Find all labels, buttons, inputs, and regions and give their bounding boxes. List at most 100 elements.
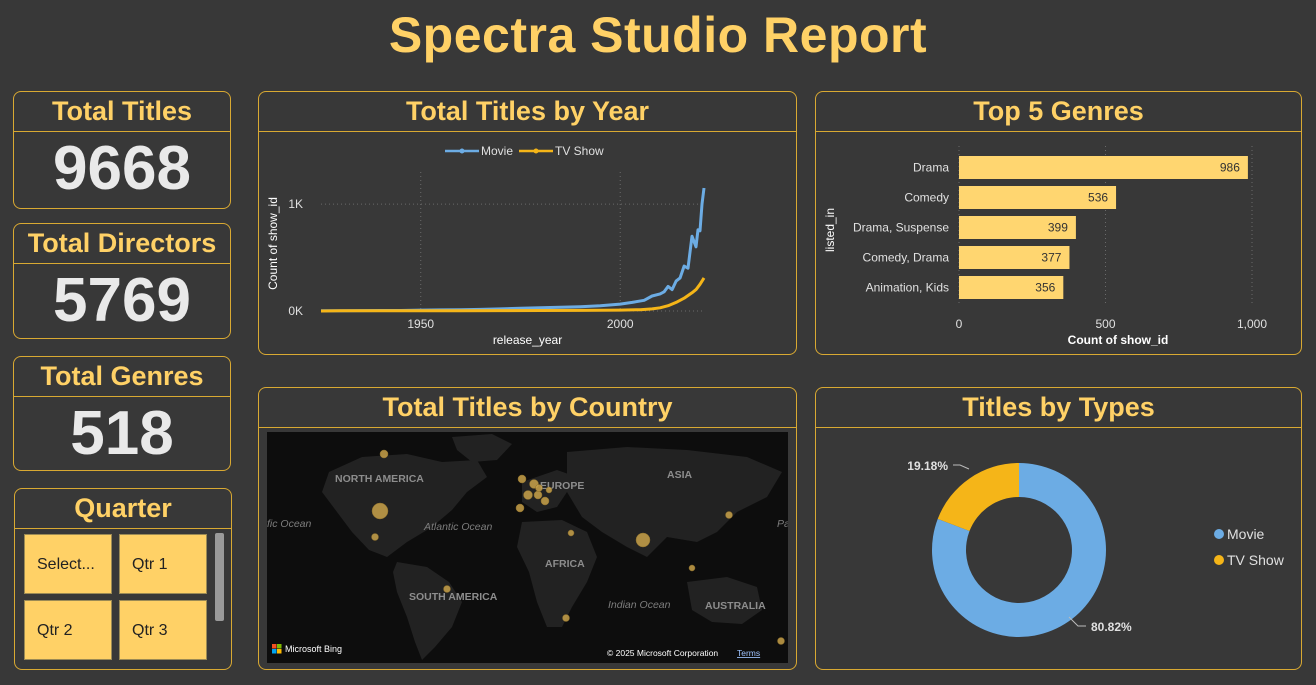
legend-label: TV Show: [555, 144, 604, 158]
bar-value-label: 356: [1035, 281, 1055, 295]
quarter-slicer: Quarter Select... Qtr 1 Qtr 2 Qtr 3: [14, 488, 232, 670]
country-bubble[interactable]: [443, 585, 451, 593]
map-label-pacific-right: Pa: [777, 518, 788, 530]
world-map[interactable]: NORTH AMERICA SOUTH AMERICA EUROPE ASIA …: [267, 432, 788, 663]
country-bubble[interactable]: [371, 502, 389, 520]
country-bubble[interactable]: [725, 511, 733, 519]
country-bubble[interactable]: [562, 614, 570, 622]
report-title: Spectra Studio Report: [388, 7, 928, 63]
map-label-pacific-left: fic Ocean: [267, 518, 312, 530]
y-tick-label: 0K: [288, 304, 303, 318]
country-bubble[interactable]: [777, 637, 785, 645]
leader-line: [953, 464, 970, 470]
country-bubble[interactable]: [515, 503, 525, 513]
category-label: Comedy: [904, 191, 949, 205]
slicer-option-qtr-1[interactable]: Qtr 1: [119, 534, 207, 594]
donut-value-label: 19.18%: [907, 459, 948, 473]
asia-shape: [567, 447, 782, 557]
map-label-south-america: SOUTH AMERICA: [409, 591, 498, 603]
kpi-total-titles-card[interactable]: Total Titles 9668: [13, 91, 231, 209]
legend-label: Movie: [1227, 526, 1265, 542]
kpi-total-titles-label: Total Titles: [14, 92, 230, 132]
country-bubble[interactable]: [540, 496, 550, 506]
map-copyright: © 2025 Microsoft Corporation: [607, 648, 718, 658]
country-bubble[interactable]: [533, 490, 543, 500]
series-line-tv-show: [320, 277, 706, 313]
country-bubble[interactable]: [567, 529, 575, 537]
x-axis-title: release_year: [493, 333, 562, 347]
titles-by-country-card[interactable]: Total Titles by Country NORTH AMERICA SO…: [258, 387, 797, 670]
donut-chart[interactable]: 80.82% 19.18% Movie TV Show: [816, 429, 1300, 669]
titles-by-types-card[interactable]: Titles by Types 80.82% 19.18% Movie TV Show: [815, 387, 1302, 670]
bar-value-label: 377: [1041, 251, 1061, 265]
x-tick-label: 2000: [607, 317, 634, 331]
line-chart[interactable]: 0K 1K 1950 2000 release_year Count of show_id…: [259, 132, 795, 354]
bar-value-label: 536: [1088, 191, 1108, 205]
x-tick-label: 1950: [407, 317, 434, 331]
kpi-total-genres-value: 518: [70, 399, 174, 468]
map-label-atlantic: Atlantic Ocean: [423, 521, 492, 533]
kpi-total-genres-card[interactable]: Total Genres 518: [13, 356, 231, 471]
bar-3: [959, 246, 1070, 269]
top-genres-card[interactable]: Top 5 Genres 0 500 1,000 Drama 986 Comedy 536 D…: [815, 91, 1302, 355]
map-terms-link[interactable]: Terms: [737, 648, 760, 658]
australia-shape: [687, 577, 762, 624]
titles-by-country-title: Total Titles by Country: [259, 388, 796, 428]
north-america-shape: [322, 454, 487, 557]
titles-by-year-card[interactable]: Total Titles by Year 0K 1K 1950 2000 release…: [258, 91, 797, 355]
quarter-slicer-title: Quarter: [15, 489, 231, 529]
legend-marker: [459, 148, 465, 154]
africa-shape: [517, 520, 597, 627]
bar-2: [959, 216, 1076, 239]
country-bubble[interactable]: [523, 490, 533, 500]
leader-line: [1068, 616, 1086, 627]
kpi-total-directors-value: 5769: [53, 266, 191, 335]
top-genres-title: Top 5 Genres: [816, 92, 1301, 132]
category-label: Animation, Kids: [866, 281, 949, 295]
titles-by-types-title: Titles by Types: [816, 388, 1301, 428]
greenland-shape: [452, 434, 512, 462]
category-label: Drama, Suspense: [853, 221, 949, 235]
y-tick-label: 1K: [288, 197, 303, 211]
slicer-scrollbar[interactable]: [215, 533, 224, 621]
donut-value-label: 80.82%: [1091, 620, 1132, 634]
bar-0: [959, 156, 1248, 179]
country-bubble[interactable]: [635, 532, 651, 548]
legend-marker: [533, 148, 539, 154]
kpi-total-titles-value: 9668: [53, 134, 191, 203]
south-america-shape: [393, 562, 462, 660]
microsoft-logo-icon: [272, 644, 282, 654]
bar-value-label: 399: [1048, 221, 1068, 235]
category-label: Drama: [913, 161, 949, 175]
map-label-australia: AUSTRALIA: [705, 600, 766, 612]
x-tick-label: 500: [1095, 317, 1115, 331]
country-bubble[interactable]: [535, 484, 543, 492]
country-bubble[interactable]: [517, 474, 527, 484]
bing-attribution: Microsoft Bing: [285, 644, 342, 654]
legend-label: Movie: [481, 144, 513, 158]
y-axis-title: listed_in: [823, 208, 837, 252]
kpi-total-directors-label: Total Directors: [14, 224, 230, 264]
bar-4: [959, 276, 1064, 299]
donut-slice-movie: [932, 463, 1106, 637]
country-bubble[interactable]: [371, 533, 379, 541]
country-bubble[interactable]: [379, 449, 389, 459]
y-axis-title: Count of show_id: [266, 197, 280, 290]
kpi-total-directors-card[interactable]: Total Directors 5769: [13, 223, 231, 339]
x-axis-title: Count of show_id: [1068, 333, 1169, 347]
bar-chart[interactable]: 0 500 1,000 Drama 986 Comedy 536 Drama, Suspens…: [816, 132, 1300, 354]
slicer-option-qtr-3[interactable]: Qtr 3: [119, 600, 207, 660]
slicer-option-select-all[interactable]: Select...: [24, 534, 112, 594]
kpi-total-genres-label: Total Genres: [14, 357, 230, 397]
x-tick-label: 1,000: [1237, 317, 1267, 331]
bar-1: [959, 186, 1117, 209]
legend-marker: [1214, 555, 1224, 565]
titles-by-year-title: Total Titles by Year: [259, 92, 796, 132]
country-bubble[interactable]: [688, 564, 696, 572]
country-bubble[interactable]: [545, 486, 553, 494]
series-line-movie: [321, 187, 706, 313]
slicer-option-qtr-2[interactable]: Qtr 2: [24, 600, 112, 660]
map-label-indian: Indian Ocean: [608, 599, 671, 611]
bar-value-label: 986: [1220, 161, 1240, 175]
legend-marker: [1214, 529, 1224, 539]
